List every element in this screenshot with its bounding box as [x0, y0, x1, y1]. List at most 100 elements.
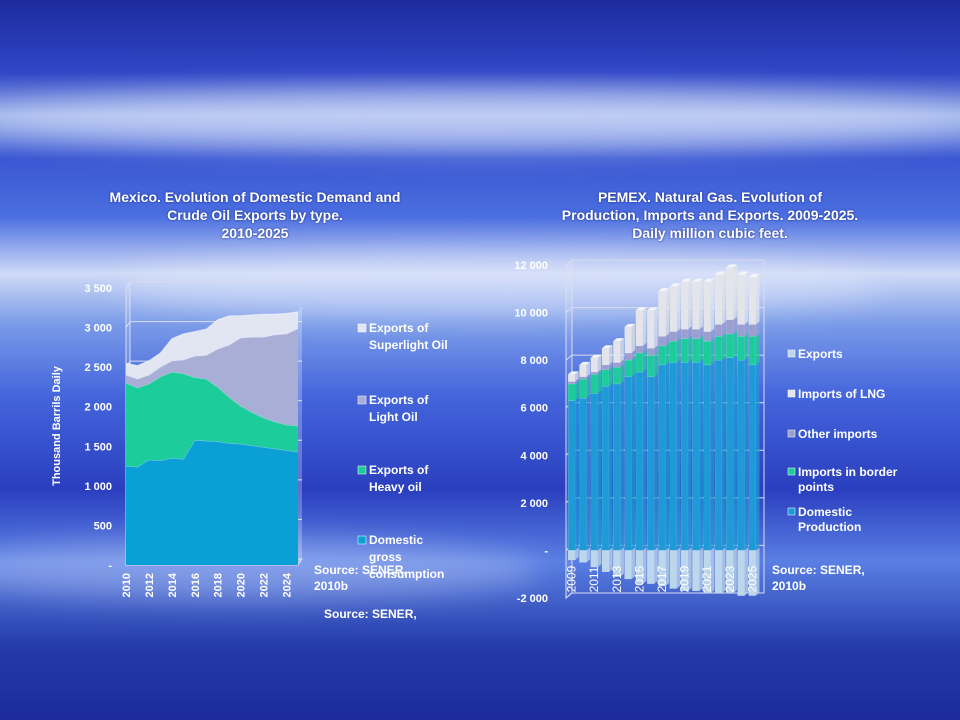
right-x-tick-label: 2019	[678, 565, 692, 592]
bar-segment-3	[601, 348, 610, 366]
right-legend-swatch	[787, 349, 796, 358]
bar-segment-3	[635, 309, 644, 347]
legend-label: Heavy oil	[369, 480, 422, 494]
bar-segment-2-side	[575, 378, 579, 384]
bar-segment-0	[726, 357, 734, 551]
area-depth-face	[298, 305, 302, 565]
bar-segment-3-side	[688, 278, 692, 330]
right-grid-tick	[565, 354, 573, 361]
right-grid-tick	[565, 592, 573, 599]
bar-top-cap	[635, 307, 647, 311]
bar-segment-1	[714, 336, 723, 361]
legend-swatch	[357, 323, 367, 333]
bar-top-cap	[692, 278, 703, 282]
area-series-3	[126, 311, 298, 380]
x-tick-label: 2016	[190, 573, 202, 597]
bar-segment-0-side	[665, 361, 670, 551]
y-tick-label: 1 000	[84, 481, 112, 493]
bar-segment-1-side	[642, 350, 647, 373]
bar-segment-1-side	[609, 366, 613, 387]
bar-segment-3-side	[620, 338, 624, 363]
bar-segment-4-side	[721, 547, 726, 594]
legend-swatch	[357, 535, 367, 545]
bar-segment-4-side	[733, 547, 737, 594]
bar-segment-1	[590, 374, 598, 394]
bar-segment-4-side	[755, 547, 760, 596]
bar-segment-4	[590, 550, 598, 568]
x-tick-label: 2018	[213, 573, 225, 597]
right-grid-tick	[565, 259, 573, 266]
bar-segment-3	[658, 290, 666, 337]
bar-segment-1	[624, 359, 632, 377]
area-series-0	[126, 439, 298, 565]
bar-segment-2	[692, 329, 700, 339]
bar-segment-3	[579, 364, 587, 377]
y-axis-title: Thousand Barrils Daily	[51, 365, 63, 486]
bar-segment-4-side	[631, 547, 636, 579]
bar-segment-0	[692, 362, 700, 551]
legend-label: Exports of	[369, 393, 429, 407]
bar-segment-2-side	[699, 326, 703, 339]
bar-segment-3	[590, 357, 598, 373]
legend-label: consumption	[369, 567, 444, 581]
bar-segment-3	[613, 340, 621, 363]
right-chart-title: PEMEX. Natural Gas. Evolution of Product…	[561, 189, 859, 241]
bar-segment-1-side	[586, 376, 591, 399]
bar-segment-4-side	[575, 547, 579, 560]
right-x-tick-label: 2021	[700, 565, 714, 592]
right-legend-label: Domestic	[798, 505, 852, 519]
legend-label: Exports of	[369, 463, 429, 477]
bar-segment-1	[680, 338, 689, 363]
bar-segment-1-side	[733, 330, 737, 358]
x-tick-label: 2014	[167, 572, 179, 597]
bar-segment-4-side	[665, 547, 670, 587]
right-y-tick-label: -2 000	[517, 593, 548, 605]
bar-segment-1-side	[699, 335, 703, 363]
bar-segment-0-side	[733, 354, 737, 551]
bar-segment-0-side	[642, 369, 647, 551]
bar-segment-1	[692, 338, 700, 363]
right-y-tick-label: 2 000	[520, 498, 548, 510]
bar-segment-0	[703, 364, 711, 551]
bar-segment-4	[714, 550, 723, 594]
legend-swatch	[357, 395, 367, 405]
bar-segment-1-side	[631, 357, 636, 377]
bar-segment-2	[635, 345, 644, 354]
right-x-tick-label: 2013	[610, 565, 624, 592]
left-source-repeat: Source: SENER,	[324, 607, 417, 621]
x-tick-label: 2020	[236, 573, 248, 597]
bar-segment-4-side	[699, 547, 703, 591]
bar-segment-2-side	[744, 321, 749, 337]
bar-segment-1-side	[721, 333, 726, 361]
area-ridge-3	[125, 311, 299, 367]
bar-segment-4-side	[620, 547, 624, 577]
bar-segment-2	[714, 324, 723, 337]
legend-label: gross	[369, 550, 402, 564]
bar-segment-1-side	[755, 333, 760, 365]
bar-segment-2	[647, 348, 655, 356]
right-legend-label: Imports in border	[798, 465, 898, 479]
bar-segment-3-side	[586, 361, 591, 377]
right-legend-swatch	[787, 389, 796, 398]
bar-segment-1	[737, 336, 745, 361]
bar-segment-3	[680, 281, 689, 330]
right-y-tick-label: 4 000	[520, 450, 548, 462]
bar-segment-0	[601, 386, 610, 551]
bar-segment-2	[613, 362, 621, 368]
bar-segment-2-side	[631, 350, 636, 361]
bar-segment-2	[703, 331, 711, 342]
bar-top-cap	[602, 345, 613, 349]
bar-segment-4-side	[688, 547, 692, 591]
bar-segment-1	[635, 352, 644, 373]
bar-top-cap	[613, 338, 624, 342]
bar-segment-4	[692, 550, 700, 592]
bar-segment-2-side	[710, 328, 715, 342]
x-tick-label: 2024	[282, 572, 294, 597]
bar-segment-1	[726, 333, 734, 358]
bar-segment-4-side	[586, 547, 591, 563]
bar-segment-1	[748, 336, 757, 366]
bar-segment-3-side	[642, 307, 647, 346]
bar-segment-1-side	[688, 335, 692, 363]
x-tick-label: 2012	[144, 573, 156, 597]
y-tick-label: 2 000	[84, 402, 112, 414]
